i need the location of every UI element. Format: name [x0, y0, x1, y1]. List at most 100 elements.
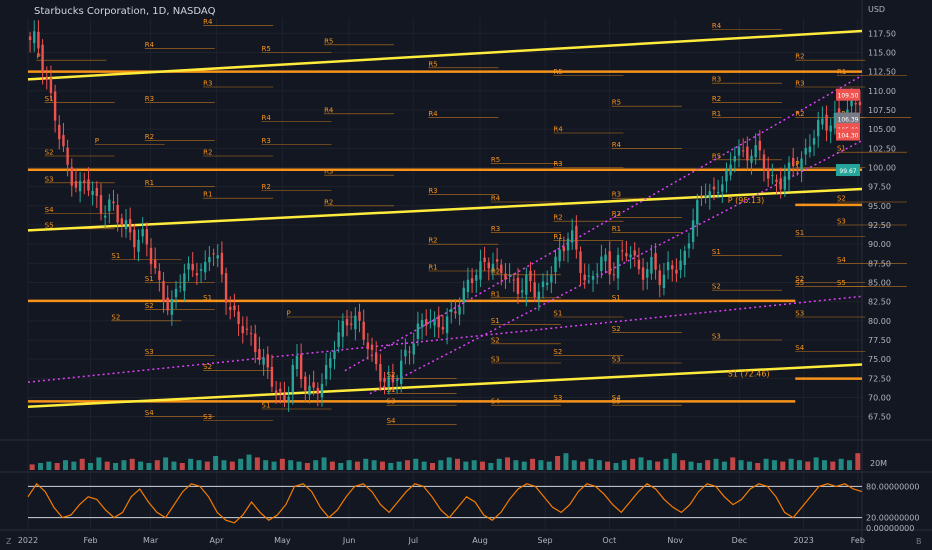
time-axis[interactable]: 2022 Feb Mar Apr May Jun Jul Aug Sep Oct Nov Dec 202… — [18, 536, 865, 545]
volume-bar — [563, 453, 569, 470]
pivot-label: R4 — [553, 126, 563, 134]
volume-bar — [496, 458, 502, 470]
price-tick: 72.50 — [868, 374, 891, 383]
pivot-label: S1 — [491, 317, 500, 325]
volume-bar — [404, 460, 410, 470]
pivot-label: S1 — [203, 294, 212, 302]
volume-bar — [680, 460, 686, 470]
candle-body — [700, 195, 703, 197]
pivot-label: S2 — [553, 348, 562, 356]
candle-body — [204, 261, 207, 273]
candle-body — [400, 360, 403, 385]
volume-bar — [830, 461, 836, 470]
pivot-label: R2 — [712, 95, 721, 103]
time-tick: Feb — [83, 536, 97, 545]
volume-bar — [263, 460, 269, 470]
pivot-label: R4 — [324, 106, 334, 114]
volume-bar — [538, 460, 544, 470]
price-tag-bg — [836, 112, 860, 125]
volume-bar — [446, 457, 452, 470]
volume-bar — [254, 457, 260, 470]
candle-body — [675, 269, 678, 274]
volume-bar — [363, 458, 369, 470]
candle-body — [520, 290, 524, 293]
pivot-annotation: S1 (72.46) — [728, 370, 770, 379]
pivot-label: R1 — [612, 225, 621, 233]
pivot-label: R5 — [553, 68, 562, 76]
candle-body — [437, 315, 440, 328]
pivot-label: S5 — [612, 398, 621, 406]
volume-bar — [471, 460, 477, 470]
candle-body — [433, 318, 436, 326]
candle-body — [295, 355, 299, 370]
pivot-label: S3 — [837, 218, 846, 226]
left-corner-icon[interactable]: Z — [6, 537, 12, 546]
pivot-label: R4 — [712, 22, 722, 30]
candle-body — [70, 167, 73, 186]
currency-label: USD — [868, 5, 885, 14]
candle-body — [179, 286, 182, 288]
candle-body — [412, 343, 415, 355]
volume-bar — [846, 460, 852, 470]
volume-bar — [555, 456, 561, 470]
candle-body — [341, 320, 345, 337]
volume-bar — [71, 461, 77, 470]
pivot-label: R2 — [203, 149, 212, 157]
volume-bar — [646, 460, 652, 470]
candle-body — [229, 306, 232, 310]
pivot-label: S2 — [387, 371, 396, 379]
volume-bar — [488, 463, 494, 470]
candle-body — [191, 264, 194, 271]
candle-body — [516, 277, 520, 294]
volume-bar — [788, 458, 794, 470]
candle-body — [454, 311, 457, 314]
volume-bar — [38, 463, 44, 470]
volume-bar — [663, 458, 669, 470]
candle-body — [395, 379, 399, 381]
pivot-annotation: P (95.13) — [728, 196, 765, 205]
pivot-label: S1 — [837, 145, 846, 153]
candle-body — [587, 275, 591, 277]
pivot-label: S1 — [145, 275, 154, 283]
candle-body — [562, 246, 566, 252]
pivot-label: R2 — [795, 110, 804, 118]
candle-body — [687, 243, 691, 249]
volume-bar — [730, 457, 736, 470]
candle-body — [33, 31, 36, 44]
candle-body — [504, 273, 507, 280]
volume-bar — [630, 458, 636, 470]
candle-body — [725, 170, 728, 182]
candle-body — [254, 333, 257, 353]
pivot-label: R3 — [612, 191, 621, 199]
volume-bar — [838, 458, 844, 470]
price-axis[interactable]: USD 67.50 70.00 72.50 75.00 77.50 80.00 82.50 85… — [868, 5, 896, 422]
pivot-label: R1 — [491, 290, 500, 298]
candle-body — [337, 332, 340, 347]
candle-body — [579, 251, 582, 273]
pivot-label: R3 — [795, 80, 804, 88]
time-tick: Nov — [667, 536, 683, 545]
candle-body — [416, 323, 420, 339]
candle-body — [796, 168, 799, 170]
candle-body — [374, 353, 378, 365]
price-tick: 105.00 — [868, 125, 896, 134]
price-tick: 77.50 — [868, 336, 891, 345]
candle-body — [329, 358, 332, 368]
pivot-label: R2 — [262, 183, 271, 191]
candle-body — [291, 364, 294, 393]
candle-body — [733, 156, 737, 162]
time-tick: Dec — [732, 536, 747, 545]
pivot-label: R4 — [428, 110, 438, 118]
candle-body — [604, 254, 607, 262]
candle-body — [537, 291, 541, 300]
right-corner-icon[interactable]: B — [916, 537, 922, 546]
volume-bar — [588, 458, 594, 470]
pivot-label: R5 — [262, 45, 271, 53]
candle-body — [821, 118, 824, 125]
volume-bar — [438, 460, 444, 470]
price-tick: 102.50 — [868, 144, 896, 153]
volume-bar — [771, 460, 777, 470]
time-tick: Oct — [602, 536, 616, 545]
candle-body — [49, 77, 53, 93]
